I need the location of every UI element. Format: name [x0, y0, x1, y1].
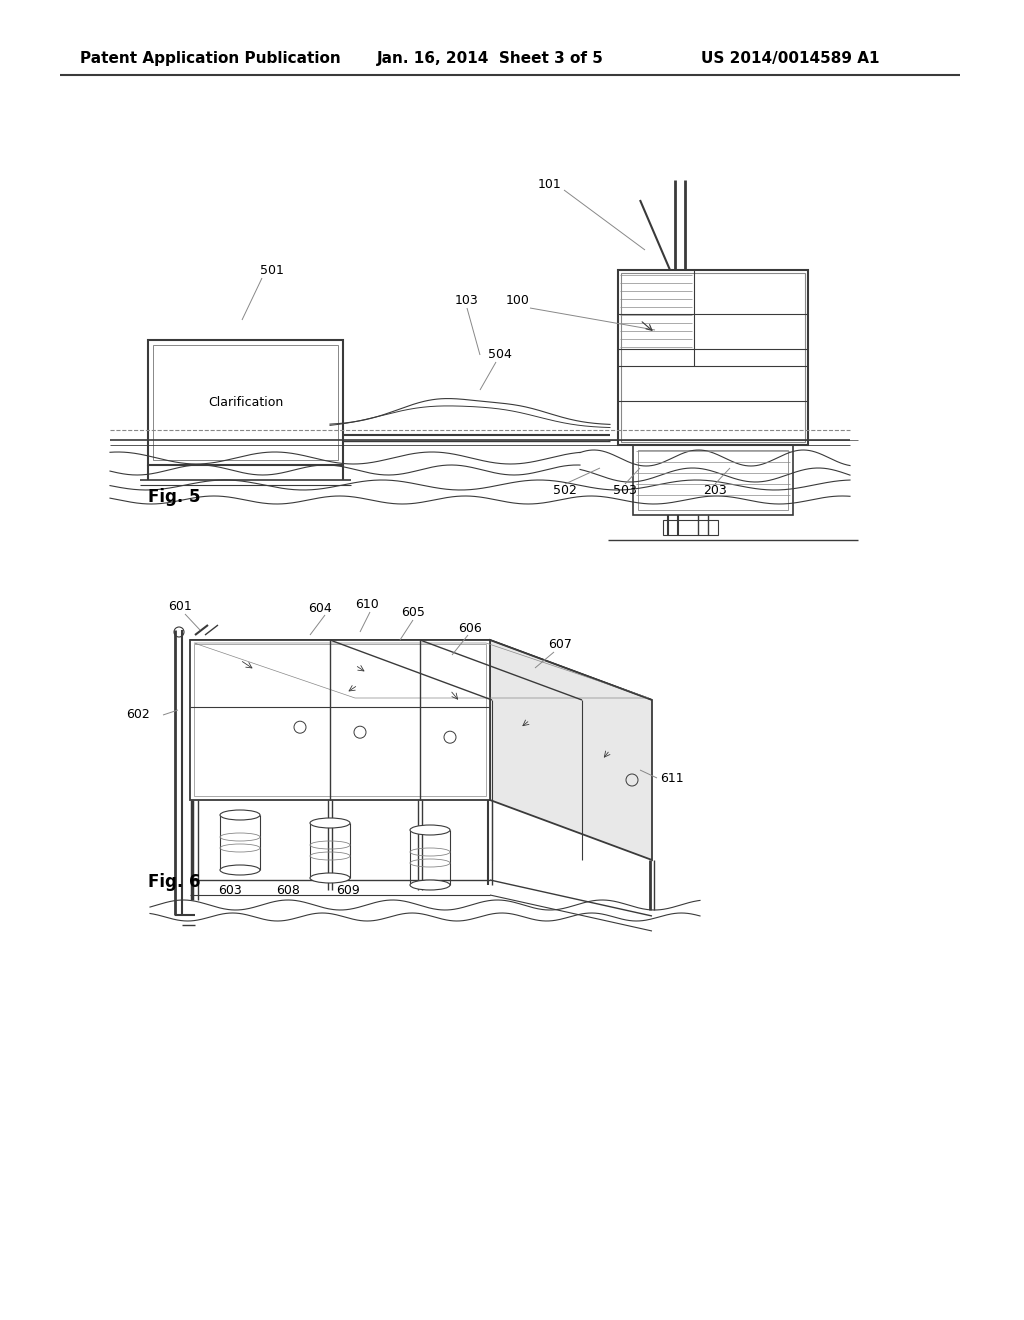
Text: 609: 609 [336, 883, 359, 896]
Bar [194, 644, 486, 796]
Bar [663, 520, 718, 535]
Ellipse shape [410, 880, 450, 890]
Text: 101: 101 [539, 178, 562, 191]
Text: 502: 502 [553, 483, 577, 496]
Text: Clarification: Clarification [208, 396, 283, 409]
Ellipse shape [220, 865, 260, 875]
Text: Jan. 16, 2014  Sheet 3 of 5: Jan. 16, 2014 Sheet 3 of 5 [377, 50, 603, 66]
Bar [621, 273, 805, 442]
Text: 607: 607 [548, 639, 572, 652]
Text: 601: 601 [168, 601, 191, 614]
Ellipse shape [220, 810, 260, 820]
Text: 103: 103 [455, 293, 479, 306]
Text: 503: 503 [613, 483, 637, 496]
Text: 605: 605 [401, 606, 425, 619]
Text: 606: 606 [458, 622, 482, 635]
Text: 203: 203 [703, 483, 727, 496]
Bar [638, 450, 788, 510]
Text: Patent Application Publication: Patent Application Publication [80, 50, 340, 66]
Polygon shape [190, 640, 652, 700]
Ellipse shape [310, 873, 350, 883]
Text: US 2014/0014589 A1: US 2014/0014589 A1 [700, 50, 880, 66]
Ellipse shape [310, 818, 350, 828]
Polygon shape [190, 640, 490, 800]
Text: 602: 602 [126, 709, 150, 722]
Polygon shape [490, 640, 652, 861]
Text: Fig. 5: Fig. 5 [148, 488, 201, 506]
Bar [633, 445, 793, 515]
Text: 603: 603 [218, 883, 242, 896]
Text: 604: 604 [308, 602, 332, 615]
Bar [153, 345, 338, 459]
Text: 608: 608 [276, 883, 300, 896]
Text: Fig. 6: Fig. 6 [148, 873, 201, 891]
Bar [148, 341, 343, 465]
Text: 504: 504 [488, 348, 512, 362]
Text: 100: 100 [506, 293, 530, 306]
Ellipse shape [410, 825, 450, 836]
Text: 610: 610 [355, 598, 379, 611]
Text: 611: 611 [660, 771, 684, 784]
Bar [618, 271, 808, 445]
Text: 501: 501 [260, 264, 284, 276]
